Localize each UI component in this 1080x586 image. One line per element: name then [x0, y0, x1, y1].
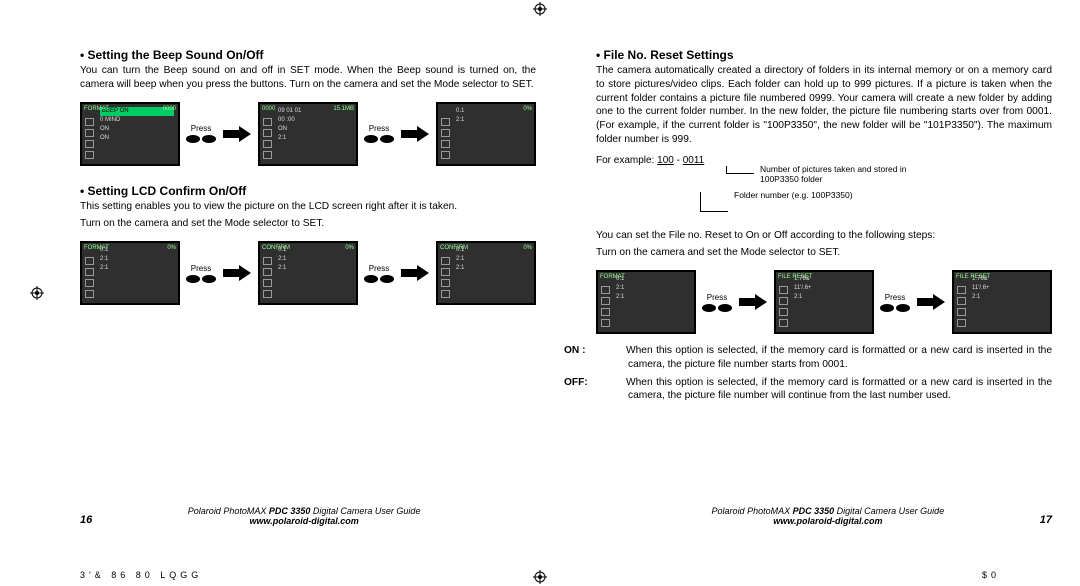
lcd-screen: FORMAT0.12:12:1 [596, 270, 696, 334]
lcd-screen: FILE RESET1.76&11'/.6+2:1 [774, 270, 874, 334]
fileno-off: OFF:When this option is selected, if the… [596, 376, 1052, 404]
fileno-example: For example: 100 - 0011 Number of pictur… [596, 151, 1052, 229]
lcd-screen: FILE RESET1.76&11'/.6+2:1 [952, 270, 1052, 334]
beep-title: • Setting the Beep Sound On/Off [80, 48, 536, 62]
footer-title-left: Polaroid PhotoMAX PDC 3350 Digital Camer… [92, 506, 516, 516]
lcd-screen: CONFIRM0%0.12:12:1 [436, 241, 536, 305]
arrow-icon [738, 294, 768, 310]
fileno-on: ON :When this option is selected, if the… [596, 344, 1052, 372]
callout-folder: Folder number (e.g. 100P3350) [700, 190, 904, 212]
callout-pictures: Number of pictures taken and stored in 1… [726, 164, 930, 184]
lcd-screen: FORMAT0%0.12:12:1 [80, 241, 180, 305]
fileno-body-1: The camera automatically created a direc… [596, 64, 1052, 147]
press-indicator: Press [186, 124, 216, 143]
page-left: • Setting the Beep Sound On/Off You can … [80, 40, 536, 526]
confirm-screens-row: FORMAT0%0.12:12:1 Press CONFIRM0%0.12:12:1… [80, 241, 536, 305]
page-number-left: 16 [80, 514, 92, 526]
page-spread: • Setting the Beep Sound On/Off You can … [80, 40, 1000, 526]
fileno-body-3: Turn on the camera and set the Mode sele… [596, 246, 1052, 260]
beep-screens-row: FORMAT0000BEEP ON0 MINDONON Press 000015.1… [80, 102, 536, 166]
footer-right: Polaroid PhotoMAX PDC 3350 Digital Camer… [596, 506, 1052, 526]
fileno-screens-row: FORMAT0.12:12:1 Press FILE RESET1.76&11'/.… [596, 270, 1052, 334]
lcd-screen: 0%0.12:1 [436, 102, 536, 166]
confirm-body-1: This setting enables you to view the pic… [80, 200, 536, 214]
footer-left: 16 Polaroid PhotoMAX PDC 3350 Digital Ca… [80, 506, 536, 526]
imposition-left: 3'& 86 80 LQGG [80, 570, 202, 580]
arrow-icon [400, 126, 430, 142]
press-indicator: Press [186, 264, 216, 283]
press-indicator: Press [364, 124, 394, 143]
registration-mark-top [533, 2, 547, 16]
press-indicator: Press [702, 293, 732, 312]
arrow-icon [222, 126, 252, 142]
fileno-body-2: You can set the File no. Reset to On or … [596, 229, 1052, 243]
arrow-icon [916, 294, 946, 310]
page-number-right: 17 [1040, 514, 1052, 526]
confirm-body-2: Turn on the camera and set the Mode sele… [80, 217, 536, 231]
lcd-screen: CONFIRM0%0.12:12:1 [258, 241, 358, 305]
footer-url-right: www.polaroid-digital.com [616, 516, 1040, 526]
press-indicator: Press [364, 264, 394, 283]
imposition-footer: 3'& 86 80 LQGG $0 [80, 570, 1000, 580]
arrow-icon [222, 265, 252, 281]
footer-title-right: Polaroid PhotoMAX PDC 3350 Digital Camer… [616, 506, 1040, 516]
registration-mark-left [30, 286, 44, 300]
lcd-screen: FORMAT0000BEEP ON0 MINDONON [80, 102, 180, 166]
example-head: For example: 100 - 0011 [596, 155, 704, 166]
fileno-title: • File No. Reset Settings [596, 48, 1052, 62]
footer-url-left: www.polaroid-digital.com [92, 516, 516, 526]
confirm-title: • Setting LCD Confirm On/Off [80, 184, 536, 198]
imposition-right: $0 [982, 570, 1000, 580]
arrow-icon [400, 265, 430, 281]
beep-body: You can turn the Beep sound on and off i… [80, 64, 536, 92]
page-right: • File No. Reset Settings The camera aut… [596, 40, 1052, 526]
lcd-screen: 000015.1MB09 01 0100 :00ON2:1 [258, 102, 358, 166]
press-indicator: Press [880, 293, 910, 312]
